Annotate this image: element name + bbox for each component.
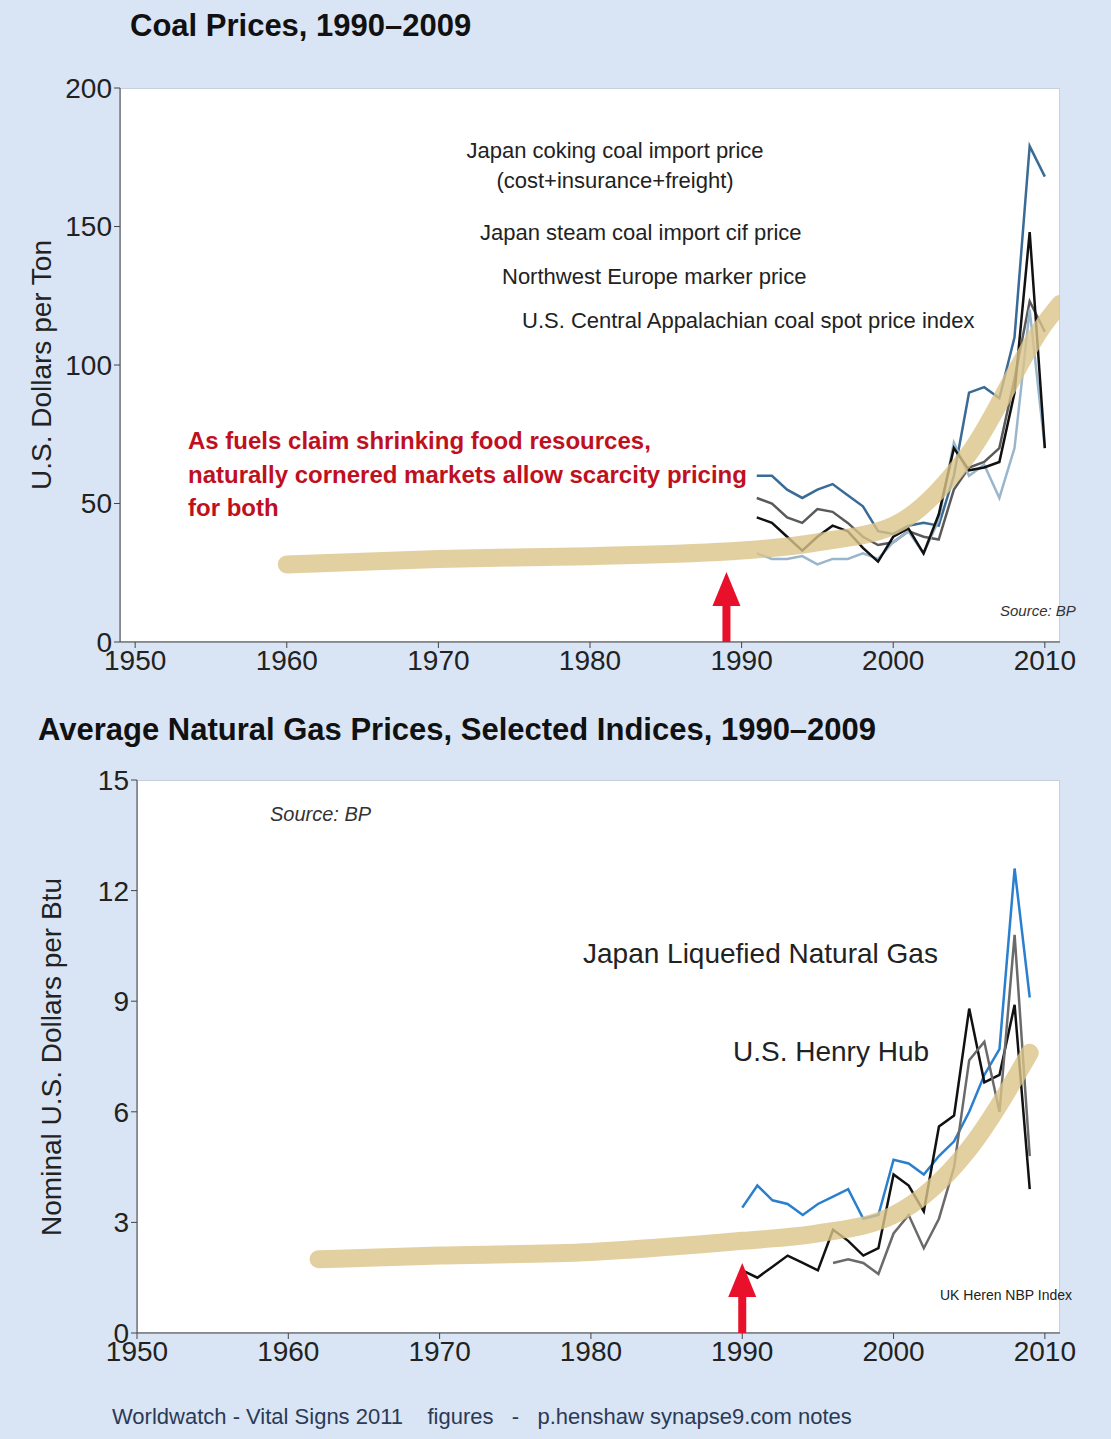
svg-text:1970: 1970 <box>407 645 469 676</box>
html-text:Japan coking coal import price: Japan coking coal import price (cost+ins… <box>466 138 764 193</box>
svg-text:1950: 1950 <box>104 645 166 676</box>
html-text:Worldwatch - Vital Signs 2011: Worldwatch - Vital Signs 2011 figures - … <box>112 1404 852 1429</box>
svg-text:1960: 1960 <box>257 1336 319 1367</box>
svg-text:9: 9 <box>113 986 129 1017</box>
html-text:Source: BP: Source: BP <box>1000 602 1076 619</box>
html-text:U.S. Dollars per Ton: U.S. Dollars per Ton <box>26 240 57 490</box>
svg-text:2000: 2000 <box>862 1336 924 1367</box>
svg-text:1980: 1980 <box>559 645 621 676</box>
svg-text:6: 6 <box>113 1097 129 1128</box>
html-text:Japan Liquefied Natural Gas: Japan Liquefied Natural Gas <box>583 938 938 969</box>
html-text:Northwest Europe marker price: Northwest Europe marker price <box>502 264 807 289</box>
svg-text:3: 3 <box>113 1207 129 1238</box>
svg-text:200: 200 <box>65 73 112 104</box>
svg-text:15: 15 <box>98 765 129 796</box>
html-text:Japan steam coal import cif pr: Japan steam coal import cif price <box>480 220 802 245</box>
svg-text:12: 12 <box>98 876 129 907</box>
html-text:Source: BP: Source: BP <box>270 803 372 825</box>
svg-text:1990: 1990 <box>711 1336 773 1367</box>
svg-text:50: 50 <box>81 488 112 519</box>
html-text:As fuels claim shrinking food: As fuels claim shrinking food resources,… <box>188 427 747 522</box>
html-text:Nominal U.S. Dollars per Btu: Nominal U.S. Dollars per Btu <box>36 877 67 1236</box>
html-text:UK Heren NBP Index: UK Heren NBP Index <box>940 1287 1072 1303</box>
svg-text:1960: 1960 <box>256 645 318 676</box>
svg-text:1980: 1980 <box>560 1336 622 1367</box>
svg-text:2000: 2000 <box>862 645 924 676</box>
html-text:Average Natural Gas Prices, Se: Average Natural Gas Prices, Selected Ind… <box>38 712 877 747</box>
svg-text:100: 100 <box>65 350 112 381</box>
svg-text:1970: 1970 <box>408 1336 470 1367</box>
svg-text:2010: 2010 <box>1014 645 1076 676</box>
html-text:Coal Prices, 1990–2009: Coal Prices, 1990–2009 <box>130 8 472 43</box>
html-text:U.S. Henry Hub: U.S. Henry Hub <box>733 1036 930 1067</box>
svg-text:1950: 1950 <box>105 1335 169 1367</box>
svg-text:0: 0 <box>96 627 112 658</box>
svg-text:2010: 2010 <box>1014 1336 1076 1367</box>
svg-text:150: 150 <box>65 211 112 242</box>
svg-text:1990: 1990 <box>710 645 772 676</box>
html-text:U.S. Central Appalachian coal: U.S. Central Appalachian coal spot price… <box>522 308 975 333</box>
svg-text:0: 0 <box>113 1318 129 1349</box>
